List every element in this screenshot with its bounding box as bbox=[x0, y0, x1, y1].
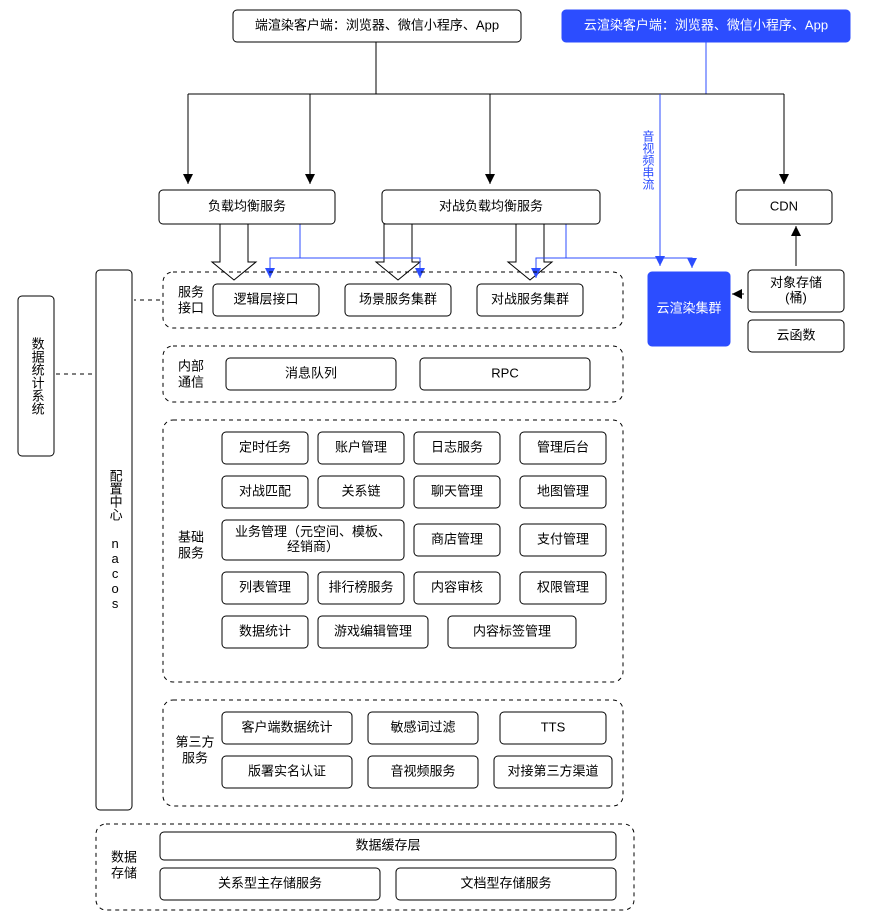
n_ic_label-label: 通信 bbox=[178, 374, 204, 389]
n_b3-label: 日志服务 bbox=[431, 439, 483, 454]
n_tp_label-label: 第三方 bbox=[175, 734, 214, 749]
n_nacos-label: 配置中心 nacos bbox=[108, 469, 123, 611]
n_client_local-label: 端渲染客户端：浏览器、微信小程序、App bbox=[255, 17, 499, 32]
n_client_cloud-label: 云渲染客户端：浏览器、微信小程序、App bbox=[584, 17, 828, 32]
n_mq-label: 消息队列 bbox=[285, 365, 337, 380]
n_cdn-label: CDN bbox=[770, 198, 798, 213]
n_svc_label-label: 接口 bbox=[178, 300, 204, 315]
n_rpc-label: RPC bbox=[491, 365, 518, 380]
n_b5-label: 对战匹配 bbox=[239, 483, 291, 498]
n_t3-label: TTS bbox=[541, 719, 566, 734]
edge bbox=[270, 224, 300, 278]
n_rel-label: 关系型主存储服务 bbox=[218, 875, 322, 890]
n_b2-label: 账户管理 bbox=[335, 439, 387, 454]
n_logic-label: 逻辑层接口 bbox=[233, 291, 298, 306]
n_cache-label: 数据缓存层 bbox=[355, 837, 420, 852]
n_b6-label: 关系链 bbox=[341, 483, 380, 498]
n_b17-label: 游戏编辑管理 bbox=[334, 623, 412, 638]
n_t1-label: 客户端数据统计 bbox=[241, 719, 332, 734]
n_t5-label: 音视频服务 bbox=[390, 763, 455, 778]
n_b15-label: 权限管理 bbox=[537, 579, 589, 594]
n_b12-label: 列表管理 bbox=[239, 579, 291, 594]
n_ic_label-label: 内部 bbox=[178, 358, 204, 373]
n_stats-label: 数据统计系统 bbox=[30, 337, 45, 416]
n_doc-label: 文档型存储服务 bbox=[460, 875, 551, 890]
n_t2-label: 敏感词过滤 bbox=[390, 719, 455, 734]
n_cloud_render-label: 云渲染集群 bbox=[656, 300, 721, 315]
hollow-arrow-icon bbox=[508, 224, 552, 280]
architecture-diagram: 端渲染客户端：浏览器、微信小程序、App 云渲染客户端：浏览器、微信小程序、App… bbox=[0, 0, 876, 916]
n_battle-label: 对战服务集群 bbox=[491, 291, 569, 306]
n_b11-label: 支付管理 bbox=[537, 531, 589, 546]
n_b1-label: 定时任务 bbox=[239, 439, 291, 454]
hollow-arrow-icon bbox=[212, 224, 256, 280]
n_b16-label: 数据统计 bbox=[239, 623, 291, 638]
n_scene-label: 场景服务集群 bbox=[359, 291, 437, 306]
n_cloud_fn-label: 云函数 bbox=[776, 327, 815, 342]
n_b9-label: 业务管理（元空间、模板、 bbox=[235, 524, 391, 539]
n_lb_battle-label: 对战负载均衡服务 bbox=[439, 198, 543, 213]
n_ds_label-label: 存储 bbox=[111, 865, 137, 880]
n_svc_label-label: 服务 bbox=[178, 284, 204, 299]
n_b8-label: 地图管理 bbox=[537, 483, 589, 498]
n_obj_store-label: 对象存储 bbox=[770, 275, 822, 290]
n_tp_label-label: 服务 bbox=[182, 750, 208, 765]
n_obj_store-label: (桶) bbox=[785, 290, 807, 305]
n_b4-label: 管理后台 bbox=[537, 439, 589, 454]
n_b7-label: 聊天管理 bbox=[431, 483, 483, 498]
n_t6-label: 对接第三方渠道 bbox=[507, 763, 598, 778]
n_b18-label: 内容标签管理 bbox=[473, 623, 551, 638]
n_b13-label: 排行榜服务 bbox=[328, 579, 393, 594]
n_b9-label: 经销商） bbox=[287, 539, 339, 554]
n_t4-label: 版署实名认证 bbox=[248, 763, 326, 778]
n_base_label-label: 基础 bbox=[178, 529, 204, 544]
edge bbox=[566, 258, 692, 268]
n_ds_label-label: 数据 bbox=[111, 849, 137, 864]
n_lb-label: 负载均衡服务 bbox=[208, 198, 286, 213]
n_base_label-label: 服务 bbox=[178, 545, 204, 560]
n_av_label: 音视频串流 bbox=[641, 129, 655, 190]
n_b14-label: 内容审核 bbox=[431, 579, 483, 594]
n_b10-label: 商店管理 bbox=[431, 531, 483, 546]
